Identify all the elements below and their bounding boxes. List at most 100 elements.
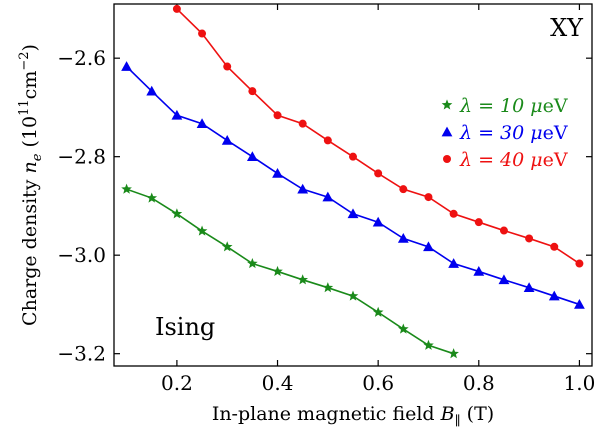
data-point (449, 209, 458, 218)
data-point (523, 282, 535, 293)
data-point (298, 119, 307, 128)
data-point (423, 339, 434, 350)
data-point (474, 218, 483, 227)
data-point (223, 62, 232, 71)
data-point (372, 306, 384, 317)
data-point (448, 258, 460, 268)
data-point (196, 225, 208, 236)
y-axis-label-unit-exp2: −2 (17, 51, 32, 70)
legend-entry-1: λ = 10 μeV (459, 95, 568, 117)
data-point (146, 85, 158, 96)
data-point (221, 135, 233, 145)
legend-entry-1-prefix: λ = 10 (459, 95, 530, 117)
y-axis-label-sub: e (30, 153, 45, 161)
y-axis-label-unit-exp: 11 (17, 99, 32, 116)
data-point (221, 241, 233, 252)
legend-entry-2-prefix: λ = 30 (459, 122, 530, 144)
y-axis-label-unit-open: (10 (19, 116, 41, 154)
data-point (399, 185, 408, 194)
data-point (171, 208, 183, 219)
x-axis-label-symbol: B (440, 403, 455, 425)
y-tick-label: −3.2 (57, 342, 106, 366)
data-point (550, 242, 559, 251)
data-point (525, 234, 534, 243)
series-layer (121, 4, 585, 359)
data-point (322, 282, 334, 293)
legend-entry-2-suffix: eV (543, 122, 568, 144)
series-3 (172, 4, 584, 268)
data-point (349, 152, 357, 161)
data-point (372, 216, 384, 227)
data-point (198, 29, 207, 38)
x-axis-label: In-plane magnetic field B∥ (T) (212, 403, 494, 429)
x-tick-label: 1.0 (564, 371, 596, 395)
y-axis-label: Charge density ne (1011cm−2) (17, 44, 45, 326)
series-1 (121, 183, 459, 359)
y-axis-label-text: Charge density (19, 173, 41, 326)
data-point (574, 299, 585, 309)
data-point (499, 226, 508, 235)
data-point (347, 208, 359, 219)
x-tick-label: 0.2 (161, 371, 193, 395)
data-point (272, 168, 283, 178)
y-axis-label-unit-close: ) (19, 44, 41, 51)
y-tick-label: −2.8 (57, 145, 106, 169)
data-point (121, 183, 132, 194)
plot-frame (113, 3, 593, 367)
legend-marker-2 (441, 126, 453, 137)
data-point (297, 274, 309, 285)
data-point (323, 136, 332, 145)
data-point (196, 118, 208, 129)
legend-marker-1 (441, 99, 453, 110)
legend-entry-3: λ = 40 μeV (459, 149, 568, 171)
series-line (126, 188, 454, 355)
data-point (473, 266, 485, 276)
data-point (247, 257, 258, 269)
data-point (272, 265, 283, 276)
data-point (121, 61, 132, 71)
data-point (172, 4, 181, 13)
x-tick-label: 0.4 (262, 371, 294, 395)
legend-entry-3-prefix: λ = 40 (459, 149, 530, 171)
annotation-xy: XY (550, 14, 584, 42)
annotation-ising: Ising (155, 313, 215, 341)
legend-entry-3-unit: μ (530, 149, 542, 171)
legend: λ = 10 μeV λ = 30 μeV λ = 40 μeV (441, 95, 568, 171)
data-point (347, 290, 359, 301)
legend-entry-1-unit: μ (530, 95, 542, 117)
data-point (297, 183, 309, 194)
data-point (273, 111, 282, 120)
legend-marker-3 (443, 155, 451, 163)
legend-entry-2-unit: μ (530, 122, 542, 144)
data-point (498, 274, 510, 285)
data-point (171, 109, 183, 120)
data-point (146, 192, 158, 203)
x-axis-label-unit: (T) (461, 403, 495, 425)
x-tick-label: 0.8 (463, 371, 495, 395)
y-axis-label-symbol: n (19, 161, 41, 173)
x-axis-label-sub: ∥ (455, 414, 461, 429)
legend-entry-2: λ = 30 μeV (459, 122, 568, 144)
data-point (448, 348, 459, 359)
data-point (322, 191, 334, 202)
axis-ticks: 0.2 0.4 0.6 0.8 1.0 −2.6 −2.8 −3.0 −3.2 (57, 4, 595, 395)
legend-markers (441, 99, 453, 163)
data-point (374, 169, 383, 178)
data-point (424, 193, 433, 202)
y-axis-label-unit-mid: cm (19, 71, 41, 100)
x-axis-label-text: In-plane magnetic field (212, 403, 441, 425)
series-2 (121, 61, 585, 309)
x-tick-label: 0.6 (362, 371, 394, 395)
data-point (246, 151, 258, 162)
data-point (397, 323, 409, 334)
data-point (575, 259, 584, 268)
data-point (548, 290, 560, 301)
data-point (397, 233, 409, 243)
y-tick-label: −2.6 (57, 46, 106, 70)
data-point (248, 87, 257, 96)
data-point (423, 241, 434, 252)
legend-entry-3-suffix: eV (543, 149, 568, 171)
legend-entry-1-suffix: eV (543, 95, 568, 117)
y-tick-label: −3.0 (57, 243, 106, 267)
